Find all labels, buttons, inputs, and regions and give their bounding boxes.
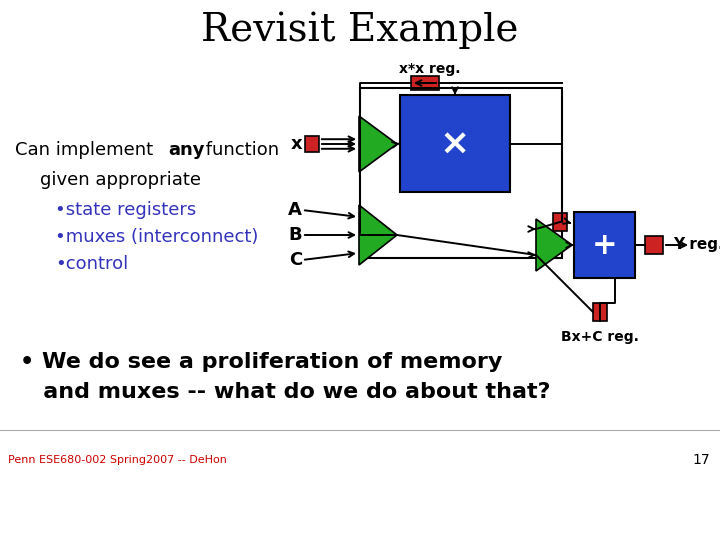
Text: given appropriate: given appropriate bbox=[40, 171, 201, 189]
Text: Y reg.: Y reg. bbox=[673, 238, 720, 253]
Bar bbox=[645, 236, 663, 254]
Bar bbox=[593, 303, 607, 321]
Text: •control: •control bbox=[55, 255, 128, 273]
Text: Penn ESE680-002 Spring2007 -- DeHon: Penn ESE680-002 Spring2007 -- DeHon bbox=[8, 455, 227, 465]
Bar bbox=[411, 76, 439, 90]
Polygon shape bbox=[359, 116, 397, 172]
Text: •state registers: •state registers bbox=[55, 201, 197, 219]
Bar bbox=[553, 213, 567, 231]
Text: •muxes (interconnect): •muxes (interconnect) bbox=[55, 228, 258, 246]
Text: x*x reg.: x*x reg. bbox=[400, 62, 461, 76]
Text: B: B bbox=[289, 226, 302, 244]
Text: A: A bbox=[288, 201, 302, 219]
Text: Bx+C reg.: Bx+C reg. bbox=[561, 330, 639, 344]
Text: • We do see a proliferation of memory: • We do see a proliferation of memory bbox=[20, 352, 503, 372]
Polygon shape bbox=[536, 219, 572, 271]
Bar bbox=[574, 212, 635, 278]
Bar bbox=[400, 95, 510, 192]
Text: function: function bbox=[200, 141, 279, 159]
Text: x: x bbox=[290, 135, 302, 153]
Bar bbox=[360, 88, 562, 258]
Text: C: C bbox=[289, 251, 302, 269]
Text: Revisit Example: Revisit Example bbox=[202, 11, 518, 49]
Polygon shape bbox=[359, 205, 397, 265]
Text: any: any bbox=[168, 141, 204, 159]
Text: +: + bbox=[592, 231, 617, 260]
Text: and muxes -- what do we do about that?: and muxes -- what do we do about that? bbox=[20, 382, 551, 402]
Bar bbox=[305, 136, 319, 152]
Text: Can implement: Can implement bbox=[15, 141, 159, 159]
Text: ×: × bbox=[440, 126, 470, 160]
Text: 17: 17 bbox=[693, 453, 710, 467]
